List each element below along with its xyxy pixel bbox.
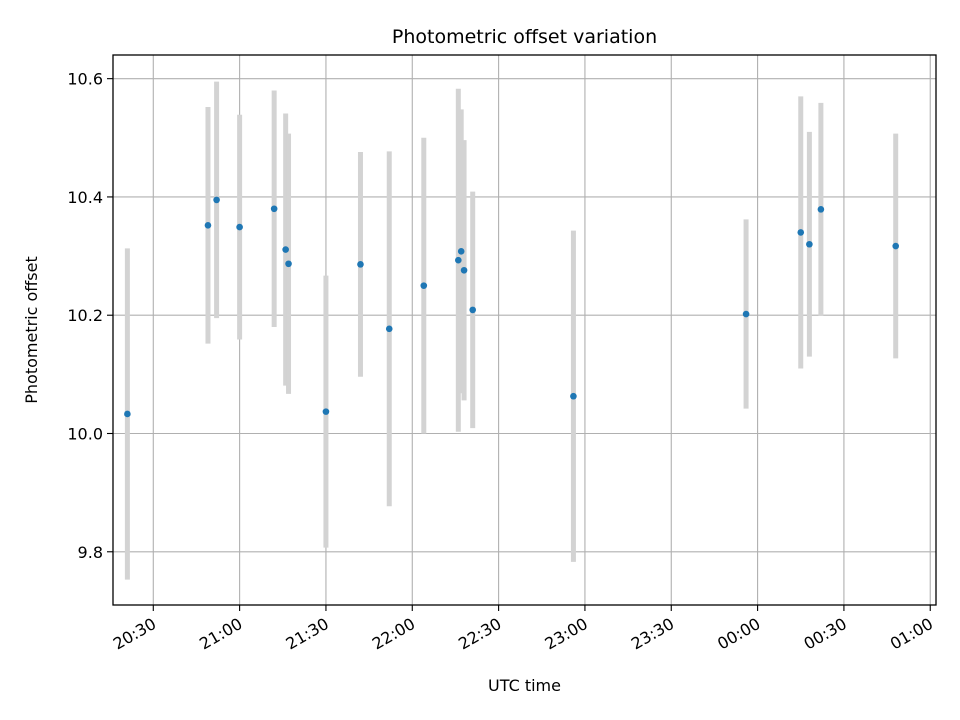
data-point <box>357 261 364 268</box>
data-point <box>213 196 220 204</box>
plot-frame <box>112 54 937 606</box>
data-point <box>236 223 243 231</box>
x-axis-label: UTC time <box>488 676 561 695</box>
data-point <box>570 392 577 400</box>
data-point <box>322 408 330 415</box>
data-point <box>204 222 212 229</box>
data-point <box>892 242 900 250</box>
data-point <box>817 206 825 213</box>
data-point <box>469 306 477 314</box>
data-point <box>457 248 465 255</box>
y-tick-label: 10.6 <box>67 70 103 89</box>
data-point <box>270 205 278 213</box>
y-axis-label: Photometric offset <box>22 256 41 404</box>
data-points <box>124 196 900 418</box>
data-point <box>797 229 805 236</box>
data-point <box>385 325 393 333</box>
data-point <box>124 410 131 418</box>
data-point <box>285 260 292 268</box>
y-tick-label: 10.4 <box>67 188 103 207</box>
data-point <box>282 246 289 253</box>
y-tick-label: 9.8 <box>78 543 103 562</box>
data-point <box>460 266 468 274</box>
y-tick-label: 10.0 <box>67 424 103 443</box>
data-point <box>806 240 813 248</box>
y-tick-label: 10.2 <box>67 306 103 325</box>
data-point <box>420 282 428 289</box>
data-point <box>455 256 462 264</box>
chart-title: Photometric offset variation <box>392 26 657 48</box>
data-point <box>742 310 750 318</box>
